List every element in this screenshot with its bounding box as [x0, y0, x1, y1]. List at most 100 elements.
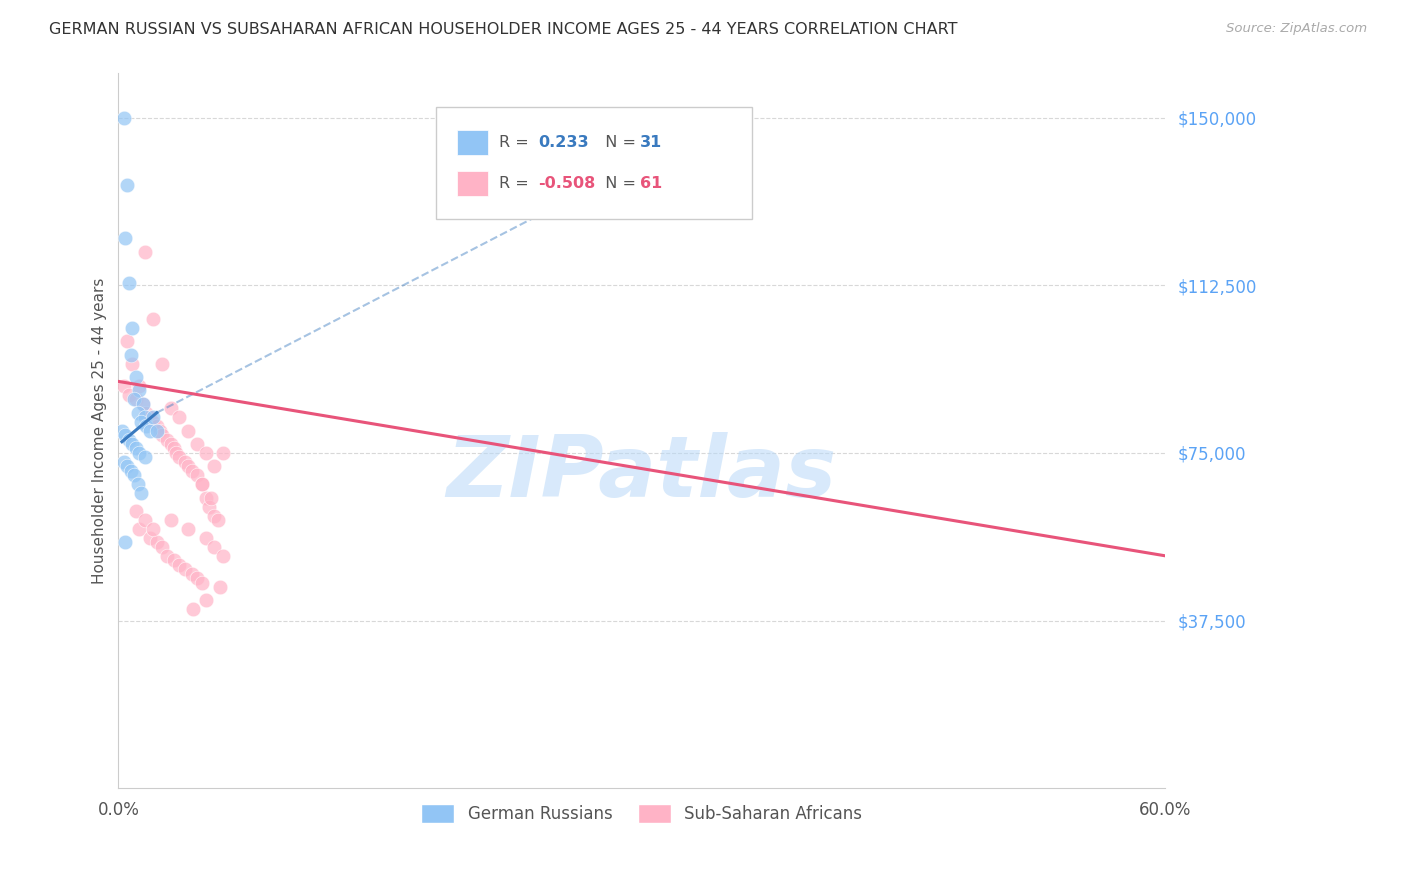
- Point: [165, 446, 187, 460]
- Point: [120, 348, 142, 362]
- Point: [135, 406, 157, 420]
- Point: [169, 450, 191, 465]
- Point: [159, 401, 181, 416]
- Point: [118, 388, 141, 402]
- Point: [146, 535, 169, 549]
- Point: [194, 593, 217, 607]
- Point: [128, 522, 150, 536]
- Point: [202, 508, 225, 523]
- Point: [163, 553, 186, 567]
- Point: [212, 446, 235, 460]
- Point: [173, 455, 195, 469]
- Point: [191, 477, 214, 491]
- Point: [112, 111, 135, 125]
- Point: [191, 575, 214, 590]
- Text: ZIPatlas: ZIPatlas: [447, 432, 837, 515]
- Point: [156, 433, 179, 447]
- Point: [212, 549, 235, 563]
- Point: [115, 178, 138, 192]
- Point: [122, 468, 145, 483]
- Point: [142, 522, 165, 536]
- Point: [118, 276, 141, 290]
- Point: [134, 244, 156, 259]
- Point: [114, 231, 136, 245]
- Point: [177, 522, 200, 536]
- Point: [169, 558, 191, 572]
- Point: [128, 384, 150, 398]
- Point: [134, 450, 156, 465]
- Point: [194, 446, 217, 460]
- Text: 61: 61: [640, 176, 662, 191]
- Point: [202, 540, 225, 554]
- Point: [127, 477, 149, 491]
- Point: [111, 424, 134, 438]
- Point: [191, 477, 214, 491]
- Point: [128, 446, 150, 460]
- Point: [194, 491, 217, 505]
- Point: [142, 410, 165, 425]
- Point: [198, 500, 221, 514]
- Point: [146, 419, 169, 434]
- Text: N =: N =: [595, 135, 645, 150]
- Point: [159, 437, 181, 451]
- Point: [134, 513, 156, 527]
- Point: [180, 464, 202, 478]
- Point: [132, 397, 155, 411]
- Point: [177, 459, 200, 474]
- Point: [134, 410, 156, 425]
- Point: [156, 549, 179, 563]
- Point: [150, 357, 173, 371]
- Point: [159, 513, 181, 527]
- Point: [169, 410, 191, 425]
- Point: [112, 455, 135, 469]
- Point: [149, 424, 172, 438]
- Point: [125, 370, 148, 384]
- Text: N =: N =: [595, 176, 645, 191]
- Point: [207, 513, 229, 527]
- Point: [115, 459, 138, 474]
- Point: [200, 491, 222, 505]
- Legend: German Russians, Sub-Saharan Africans: German Russians, Sub-Saharan Africans: [415, 797, 869, 830]
- Point: [173, 562, 195, 576]
- Point: [202, 459, 225, 474]
- Point: [129, 486, 152, 500]
- Point: [122, 392, 145, 407]
- Point: [125, 442, 148, 456]
- Text: 31: 31: [640, 135, 662, 150]
- Point: [114, 535, 136, 549]
- Point: [186, 468, 208, 483]
- Point: [139, 424, 162, 438]
- Point: [142, 311, 165, 326]
- Text: -0.508: -0.508: [538, 176, 596, 191]
- Point: [120, 464, 142, 478]
- Point: [132, 397, 155, 411]
- Point: [114, 428, 136, 442]
- Point: [146, 424, 169, 438]
- Point: [208, 580, 231, 594]
- Point: [127, 406, 149, 420]
- Point: [135, 419, 157, 434]
- Point: [121, 437, 143, 451]
- Point: [139, 410, 162, 425]
- Point: [118, 433, 141, 447]
- Text: R =: R =: [499, 135, 538, 150]
- Point: [186, 437, 208, 451]
- Point: [125, 504, 148, 518]
- Text: 0.233: 0.233: [538, 135, 589, 150]
- Point: [183, 602, 205, 616]
- Point: [163, 442, 186, 456]
- Text: Source: ZipAtlas.com: Source: ZipAtlas.com: [1226, 22, 1367, 36]
- Point: [150, 428, 173, 442]
- Text: R =: R =: [499, 176, 538, 191]
- Point: [194, 531, 217, 545]
- Point: [139, 531, 162, 545]
- Point: [129, 415, 152, 429]
- Point: [150, 540, 173, 554]
- Point: [121, 357, 143, 371]
- Text: GERMAN RUSSIAN VS SUBSAHARAN AFRICAN HOUSEHOLDER INCOME AGES 25 - 44 YEARS CORRE: GERMAN RUSSIAN VS SUBSAHARAN AFRICAN HOU…: [49, 22, 957, 37]
- Point: [128, 379, 150, 393]
- Point: [177, 424, 200, 438]
- Point: [121, 320, 143, 334]
- Point: [125, 392, 148, 407]
- Point: [142, 415, 165, 429]
